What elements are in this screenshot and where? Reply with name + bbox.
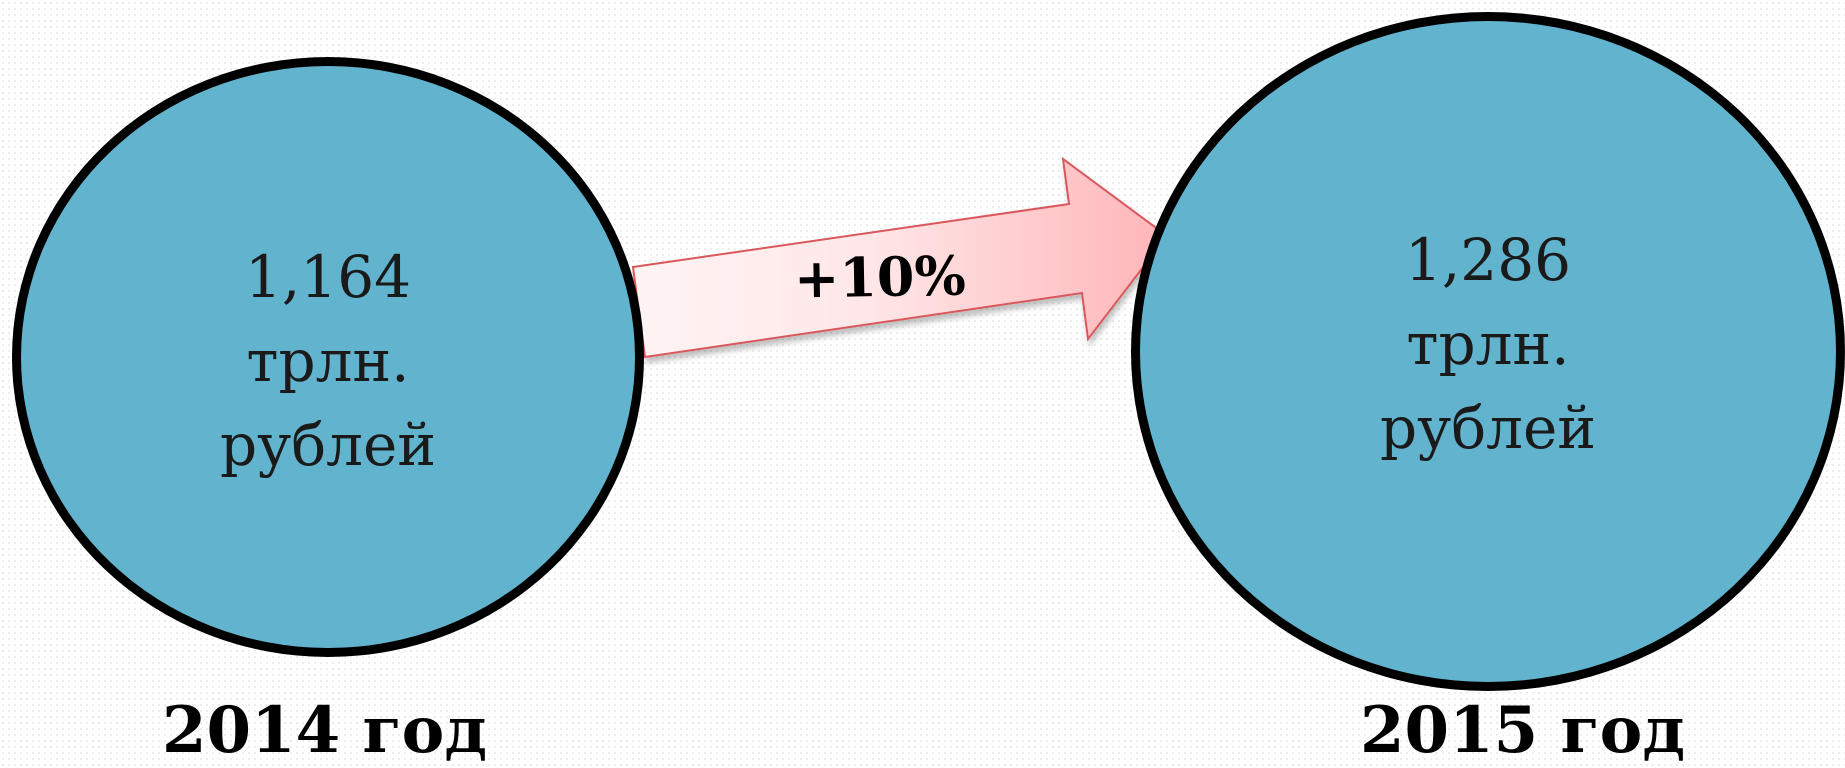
year-label-2015: 2015 год: [1360, 693, 1685, 768]
node-2014-value: 1,164: [244, 243, 412, 311]
node-2014-unit-line1: трлн.: [246, 327, 410, 395]
node-2014-unit-line2: рублей: [220, 411, 436, 479]
node-2015-unit-line2: рублей: [1380, 393, 1596, 462]
year-label-2014: 2014 год: [162, 693, 487, 768]
node-2015-unit-line1: трлн.: [1406, 309, 1570, 378]
arrow-shape: [631, 156, 1169, 359]
node-2015-value: 1,286: [1404, 225, 1572, 294]
arrow-label: +10%: [793, 243, 967, 311]
node-2014: 1,164 трлн. рублей: [12, 57, 644, 657]
node-2015: 1,286 трлн. рублей: [1131, 12, 1845, 691]
